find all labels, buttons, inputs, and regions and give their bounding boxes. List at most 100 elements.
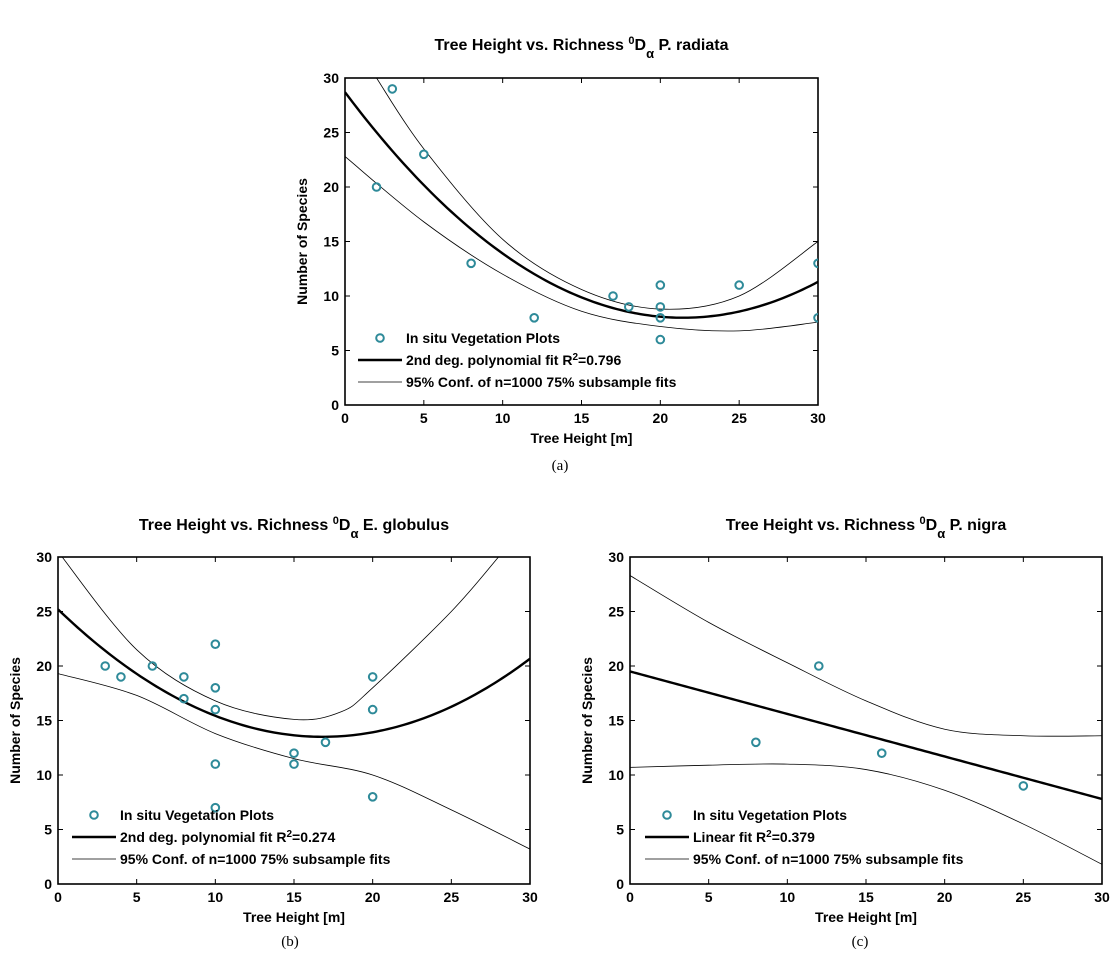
data-point xyxy=(289,748,299,759)
fit-line xyxy=(630,670,1102,801)
legend-fit-text: Linear fit R xyxy=(693,829,766,845)
confidence-upper-line xyxy=(61,557,499,721)
legend-scatter-label: In situ Vegetation Plots xyxy=(693,807,847,823)
legend-fit-label: 2nd deg. polynomial fit R2=0.796 xyxy=(406,352,621,369)
legend-fit-superscript: 2 xyxy=(572,352,578,363)
plot-area xyxy=(345,78,818,345)
y-tick-label: 30 xyxy=(323,70,339,86)
data-point xyxy=(751,737,761,748)
x-tick-label: 15 xyxy=(858,889,874,905)
title-species: P. nigra xyxy=(945,517,1006,534)
legend-scatter-label: In situ Vegetation Plots xyxy=(406,330,560,346)
chart-title: Tree Height vs. Richness 0Dα P. radiata xyxy=(435,35,729,61)
y-tick-label: 10 xyxy=(608,767,624,783)
x-tick-label: 25 xyxy=(444,889,460,905)
plot-area xyxy=(630,575,1102,865)
title-text: Tree Height vs. Richness xyxy=(139,517,333,534)
title-text: Tree Height vs. Richness xyxy=(435,37,629,54)
title-subscript: α xyxy=(937,526,945,541)
chart-title: Tree Height vs. Richness 0Dα E. globulus xyxy=(139,515,449,541)
y-tick-label: 25 xyxy=(323,125,339,141)
data-point xyxy=(289,759,299,769)
data-point xyxy=(179,693,189,704)
data-point xyxy=(608,291,618,301)
chart-title: Tree Height vs. Richness 0Dα P. nigra xyxy=(726,515,1007,541)
legend-fit-value: =0.379 xyxy=(772,829,815,845)
legend: In situ Vegetation Plots Linear fit R2=0.… xyxy=(645,807,964,867)
x-tick-label: 10 xyxy=(780,889,796,905)
y-tick-label: 25 xyxy=(36,604,52,620)
data-point xyxy=(210,704,221,715)
data-point xyxy=(210,639,221,650)
data-point xyxy=(419,149,429,160)
data-point xyxy=(210,759,221,769)
x-tick-label: 30 xyxy=(810,410,826,426)
legend-fit-text: 2nd deg. polynomial fit R xyxy=(406,352,572,368)
x-axis-label: Tree Height [m] xyxy=(243,909,345,925)
x-tick-label: 10 xyxy=(208,889,224,905)
title-subscript: α xyxy=(350,526,358,541)
panel-caption: (c) xyxy=(852,934,869,950)
data-point xyxy=(813,258,818,269)
y-tick-label: 10 xyxy=(323,288,339,304)
data-point xyxy=(655,313,666,323)
data-point xyxy=(466,258,476,269)
legend-fit-text: 2nd deg. polynomial fit R xyxy=(120,829,286,845)
data-point xyxy=(655,280,666,290)
data-point xyxy=(116,672,126,682)
legend-scatter-label: In situ Vegetation Plots xyxy=(120,807,274,823)
title-symbol: D xyxy=(339,517,351,534)
y-tick-label: 0 xyxy=(331,397,339,413)
legend: In situ Vegetation Plots 2nd deg. polynom… xyxy=(358,330,677,390)
x-tick-label: 5 xyxy=(420,410,428,426)
plot-area xyxy=(58,557,530,850)
legend-fit-superscript: 2 xyxy=(286,829,292,840)
data-point xyxy=(210,802,221,813)
fit-line xyxy=(58,608,530,739)
data-point xyxy=(387,84,398,94)
x-tick-label: 25 xyxy=(731,410,747,426)
data-point xyxy=(529,313,540,323)
title-symbol: D xyxy=(635,37,647,54)
data-point xyxy=(367,704,378,715)
panel-caption: (a) xyxy=(552,458,569,474)
data-point xyxy=(367,792,378,802)
data-point xyxy=(367,672,378,682)
legend-fit-label: 2nd deg. polynomial fit R2=0.274 xyxy=(120,829,335,846)
confidence-lower-line xyxy=(345,156,818,332)
x-axis-label: Tree Height [m] xyxy=(531,430,633,446)
y-tick-label: 30 xyxy=(608,549,624,565)
y-tick-label: 10 xyxy=(36,767,52,783)
title-species: E. globulus xyxy=(358,517,449,534)
y-tick-label: 15 xyxy=(608,713,624,729)
y-tick-label: 5 xyxy=(331,343,339,359)
legend-conf-label: 95% Conf. of n=1000 75% subsample fits xyxy=(120,851,391,867)
y-tick-label: 5 xyxy=(44,822,52,838)
y-tick-label: 25 xyxy=(608,604,624,620)
legend: In situ Vegetation Plots 2nd deg. polynom… xyxy=(72,807,391,867)
x-tick-label: 0 xyxy=(54,889,62,905)
confidence-upper-line xyxy=(630,575,1102,737)
data-point xyxy=(179,672,189,682)
data-point xyxy=(814,661,824,671)
data-point xyxy=(100,661,110,671)
x-tick-label: 5 xyxy=(133,889,141,905)
legend-marker-icon xyxy=(375,333,385,343)
y-tick-label: 30 xyxy=(36,549,52,565)
y-tick-label: 15 xyxy=(36,713,52,729)
data-point xyxy=(320,737,331,748)
title-text: Tree Height vs. Richness xyxy=(726,517,920,534)
y-tick-label: 20 xyxy=(36,658,52,674)
x-tick-label: 20 xyxy=(653,410,669,426)
x-tick-label: 20 xyxy=(365,889,381,905)
x-tick-label: 30 xyxy=(1094,889,1110,905)
legend-conf-label: 95% Conf. of n=1000 75% subsample fits xyxy=(406,374,677,390)
data-point xyxy=(655,302,666,312)
x-tick-label: 5 xyxy=(705,889,713,905)
legend-conf-label: 95% Conf. of n=1000 75% subsample fits xyxy=(693,851,964,867)
data-point xyxy=(147,661,158,671)
y-tick-label: 5 xyxy=(616,822,624,838)
data-point xyxy=(371,182,382,192)
x-tick-label: 25 xyxy=(1016,889,1032,905)
